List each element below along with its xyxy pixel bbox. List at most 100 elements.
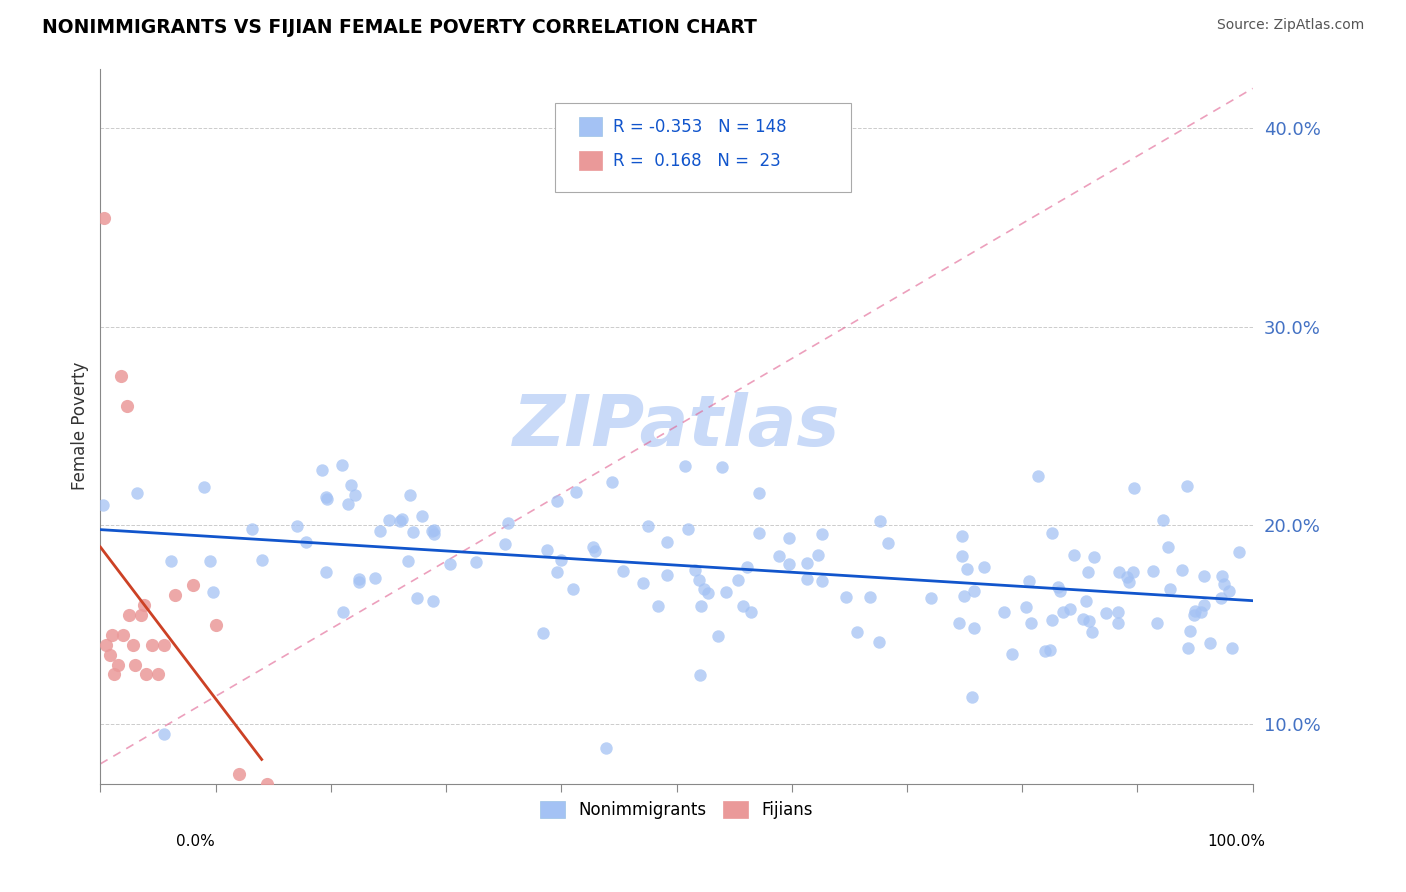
Point bbox=[103, 667, 125, 681]
Point bbox=[146, 667, 169, 681]
Point bbox=[1171, 563, 1194, 577]
Point bbox=[547, 493, 569, 508]
Point bbox=[311, 463, 333, 477]
Point bbox=[1180, 624, 1202, 638]
Point bbox=[1083, 550, 1105, 565]
Point bbox=[1142, 565, 1164, 579]
Point bbox=[868, 635, 890, 649]
Point bbox=[768, 549, 790, 563]
Point bbox=[835, 590, 858, 604]
Point bbox=[406, 591, 429, 605]
Point bbox=[332, 605, 354, 619]
Point bbox=[391, 512, 413, 526]
Point bbox=[716, 585, 738, 599]
Point bbox=[315, 490, 337, 504]
Point bbox=[678, 522, 700, 536]
Point bbox=[285, 518, 308, 533]
Point bbox=[963, 622, 986, 636]
Point bbox=[402, 524, 425, 539]
Point bbox=[1015, 599, 1038, 614]
Text: 0.0%: 0.0% bbox=[176, 834, 215, 849]
Point bbox=[1182, 607, 1205, 622]
Point bbox=[315, 565, 337, 579]
Point bbox=[110, 369, 132, 384]
Point bbox=[859, 590, 882, 604]
Point bbox=[107, 657, 129, 672]
Point bbox=[565, 485, 588, 500]
Point bbox=[496, 516, 519, 530]
Point bbox=[153, 727, 176, 741]
Point bbox=[740, 605, 762, 619]
Point bbox=[748, 486, 770, 500]
Point bbox=[657, 535, 679, 549]
Point bbox=[877, 535, 900, 549]
Point bbox=[204, 617, 226, 632]
Point bbox=[956, 562, 979, 576]
Point bbox=[536, 543, 558, 558]
Point bbox=[422, 594, 444, 608]
Point bbox=[685, 564, 707, 578]
Point bbox=[423, 523, 446, 537]
Point bbox=[1063, 548, 1085, 562]
Point bbox=[550, 553, 572, 567]
Point bbox=[396, 554, 419, 568]
Point bbox=[631, 575, 654, 590]
Point bbox=[1108, 565, 1130, 579]
Point bbox=[546, 565, 568, 579]
Point bbox=[960, 690, 983, 704]
Point bbox=[637, 519, 659, 533]
Point bbox=[316, 491, 339, 506]
Point bbox=[1220, 640, 1243, 655]
Point bbox=[193, 480, 215, 494]
Text: R = -0.353   N = 148: R = -0.353 N = 148 bbox=[613, 118, 786, 136]
Point bbox=[1211, 591, 1233, 605]
Point bbox=[993, 605, 1015, 619]
Point bbox=[118, 607, 141, 622]
Point bbox=[1192, 569, 1215, 583]
Point bbox=[378, 513, 401, 527]
Point bbox=[796, 556, 818, 570]
Point bbox=[1071, 612, 1094, 626]
Point bbox=[1123, 481, 1146, 495]
Text: R =  0.168   N =  23: R = 0.168 N = 23 bbox=[613, 152, 780, 169]
Point bbox=[1040, 613, 1063, 627]
Point bbox=[439, 557, 461, 571]
Point bbox=[343, 488, 366, 502]
Point bbox=[1095, 606, 1118, 620]
Point bbox=[1078, 615, 1101, 629]
Point bbox=[1052, 606, 1074, 620]
Point bbox=[1077, 566, 1099, 580]
Point bbox=[973, 559, 995, 574]
Point bbox=[295, 535, 318, 549]
Point bbox=[398, 488, 420, 502]
Point bbox=[531, 626, 554, 640]
Point bbox=[748, 525, 770, 540]
Point bbox=[655, 567, 678, 582]
Point bbox=[1059, 602, 1081, 616]
Point bbox=[368, 524, 391, 538]
Point bbox=[201, 585, 224, 599]
Point bbox=[948, 615, 970, 630]
Point bbox=[152, 638, 174, 652]
Point bbox=[1076, 594, 1098, 608]
Point bbox=[950, 528, 973, 542]
Point bbox=[727, 574, 749, 588]
Point bbox=[811, 526, 834, 541]
Point bbox=[1107, 605, 1129, 619]
Point bbox=[141, 638, 163, 652]
Point bbox=[1184, 604, 1206, 618]
Point bbox=[1156, 540, 1178, 554]
Point bbox=[811, 574, 834, 588]
Point bbox=[690, 599, 713, 613]
Point bbox=[1218, 584, 1240, 599]
Point bbox=[647, 599, 669, 613]
Point bbox=[1146, 616, 1168, 631]
Point bbox=[1177, 479, 1199, 493]
Point bbox=[129, 607, 152, 622]
Text: ZIPatlas: ZIPatlas bbox=[513, 392, 841, 460]
Point bbox=[1019, 615, 1042, 630]
Point bbox=[101, 628, 124, 642]
Point bbox=[600, 475, 623, 489]
Point bbox=[1192, 598, 1215, 612]
Point bbox=[953, 589, 976, 603]
